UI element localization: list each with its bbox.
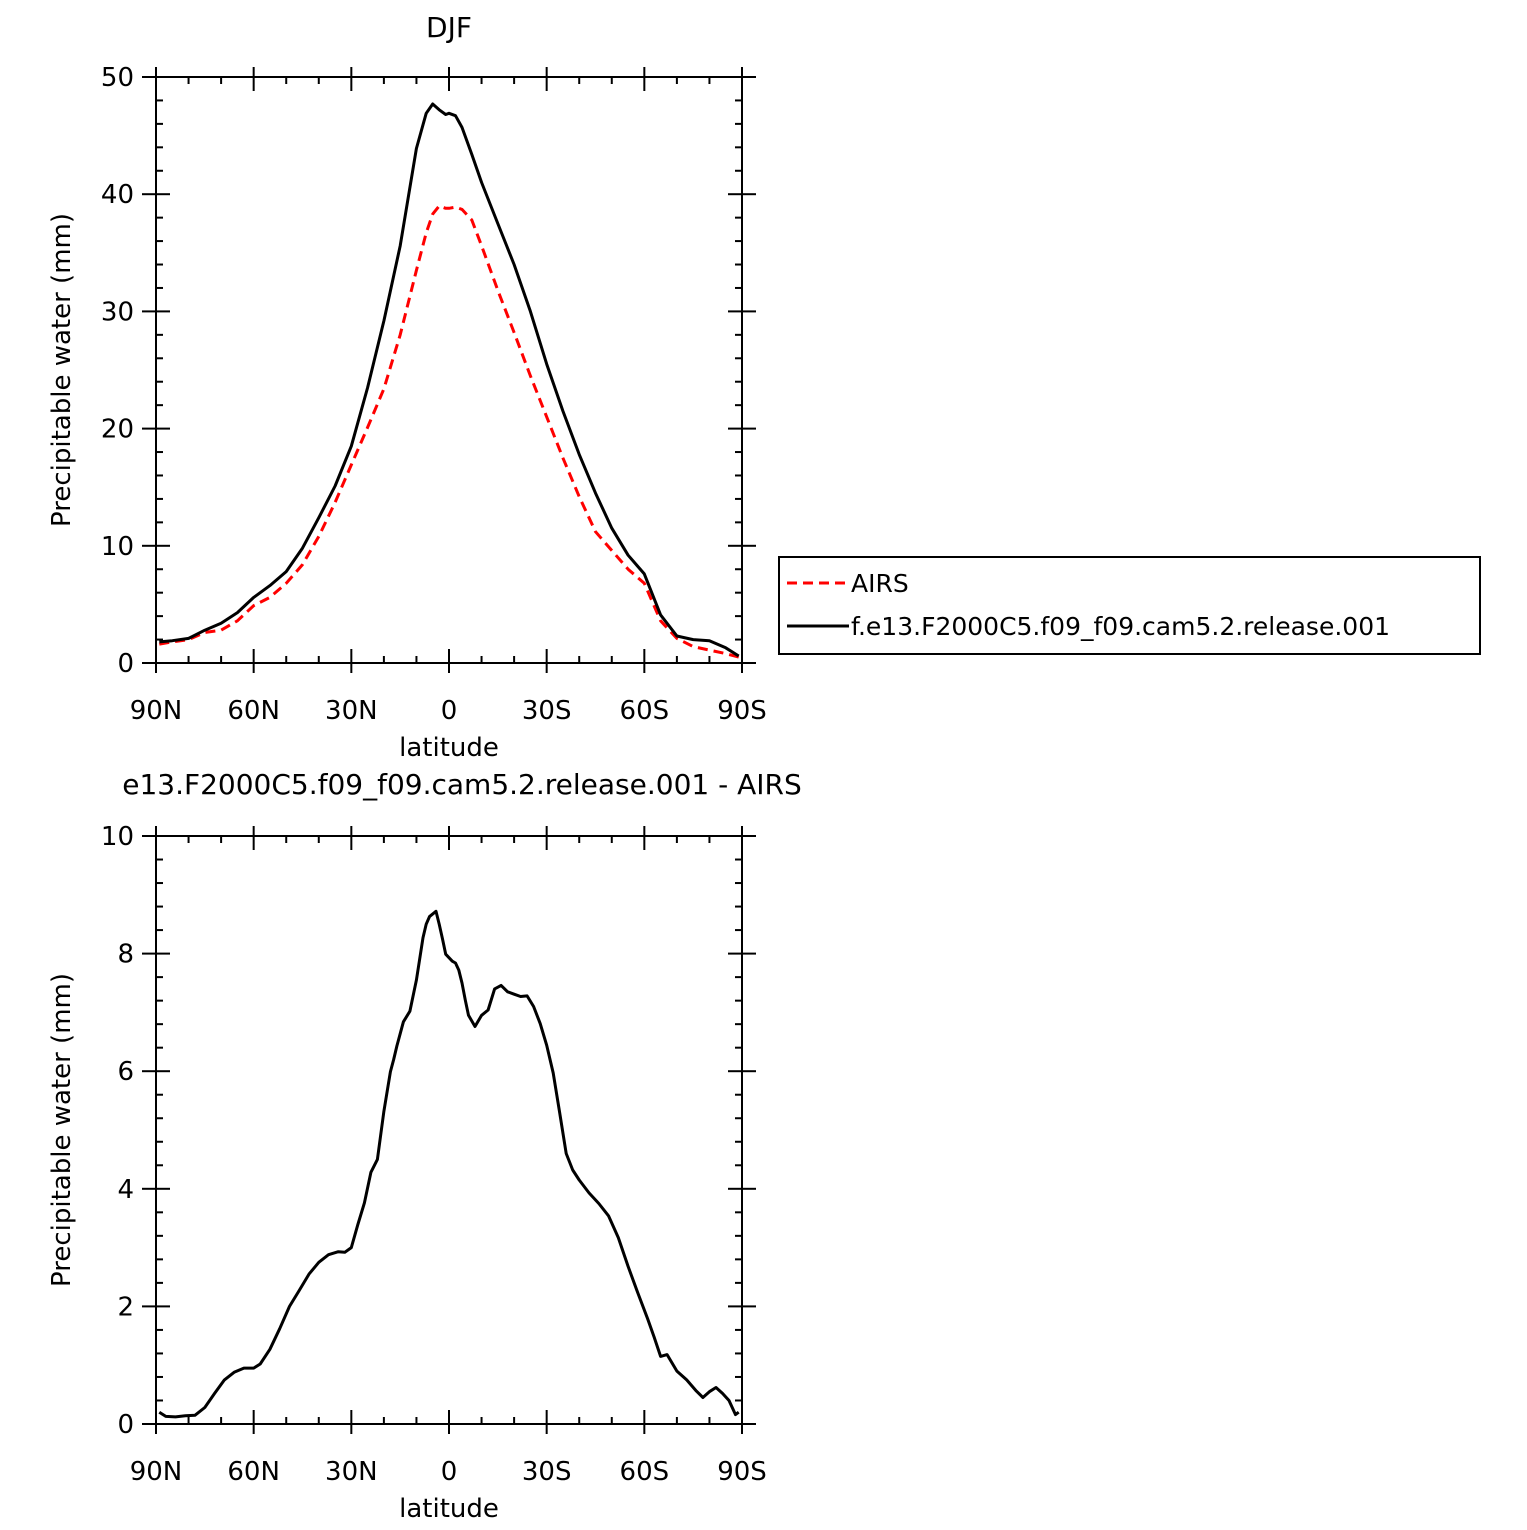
bottom-chart-plot-frame <box>155 835 743 1425</box>
bottom-y-tick-label: 4 <box>117 1175 134 1205</box>
top-x-tick-label: 60N <box>227 696 280 726</box>
bottom-x-tick-label: 60N <box>227 1457 280 1487</box>
legend-label-model: f.e13.F2000C5.f09_f09.cam5.2.release.001 <box>851 612 1390 641</box>
bottom-x-tick-label: 0 <box>441 1457 458 1487</box>
legend-label-airs: AIRS <box>851 569 909 598</box>
top-x-tick-label: 0 <box>441 696 458 726</box>
bottom-chart-panel: e13.F2000C5.f09_f09.cam5.2.release.001 -… <box>47 768 802 1524</box>
bottom-y-tick-label: 6 <box>117 1057 134 1087</box>
top-x-tick-label: 90N <box>130 696 183 726</box>
top-y-tick-label: 50 <box>101 63 134 93</box>
top-y-tick-label: 10 <box>101 532 134 562</box>
legend-box <box>778 556 1481 655</box>
bottom-x-tick-label: 30N <box>325 1457 378 1487</box>
top-y-tick-label: 20 <box>101 415 134 445</box>
bottom-chart-series <box>158 909 740 1419</box>
bottom-x-tick-label: 90N <box>130 1457 183 1487</box>
top-x-tick-label: 30S <box>522 696 572 726</box>
bottom-y-tick-label: 8 <box>117 940 134 970</box>
bottom-y-tick-label: 10 <box>101 822 134 852</box>
top-chart-plot-frame <box>155 76 743 664</box>
bottom-x-tick-label: 60S <box>620 1457 670 1487</box>
bottom-series-line-0 <box>158 909 740 1419</box>
top-series-line-0 <box>159 204 740 659</box>
top-x-tick-label: 90S <box>717 696 767 726</box>
top-chart-ticks: 90N 60N 30N 0 30S 60S 90S 0 10 20 30 40 50 <box>101 63 767 726</box>
bottom-chart-y-axis-title: Precipitable water (mm) <box>47 973 77 1287</box>
bottom-x-tick-label: 90S <box>717 1457 767 1487</box>
top-y-tick-label: 30 <box>101 297 134 327</box>
top-chart-panel: DJF 90N 60N 30N 0 30S 60S 90S 0 10 20 30 40 50 latit… <box>47 11 767 763</box>
top-chart-series <box>159 102 740 659</box>
top-chart-x-axis-title: latitude <box>399 733 499 763</box>
bottom-chart-x-axis-title: latitude <box>399 1494 499 1524</box>
top-x-tick-label: 60S <box>620 696 670 726</box>
top-x-tick-label: 30N <box>325 696 378 726</box>
top-series-line-1 <box>159 102 740 658</box>
bottom-chart-ticks: 90N 60N 30N 0 30S 60S 90S 0 2 4 6 8 10 <box>101 822 767 1487</box>
bottom-y-tick-label: 0 <box>117 1410 134 1440</box>
legend: AIRS f.e13.F2000C5.f09_f09.cam5.2.releas… <box>778 556 1481 655</box>
bottom-chart-title: e13.F2000C5.f09_f09.cam5.2.release.001 -… <box>122 768 802 801</box>
top-chart-y-axis-title: Precipitable water (mm) <box>47 213 77 527</box>
bottom-x-tick-label: 30S <box>522 1457 572 1487</box>
top-chart-title: DJF <box>426 11 472 44</box>
bottom-y-tick-label: 2 <box>117 1292 134 1322</box>
top-y-tick-label: 0 <box>117 649 134 679</box>
top-y-tick-label: 40 <box>101 180 134 210</box>
